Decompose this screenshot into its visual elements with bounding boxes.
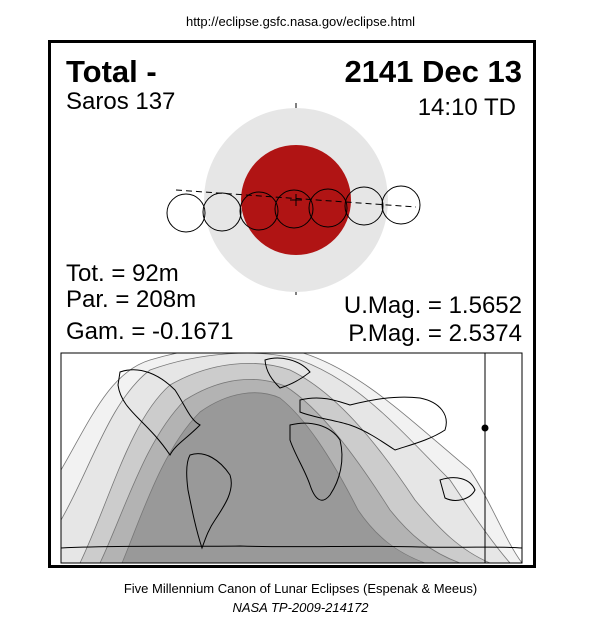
eclipse-time: 14:10 TD bbox=[417, 94, 516, 121]
moon-position-icon bbox=[239, 191, 279, 231]
map-border bbox=[60, 352, 523, 564]
moon-position-icon bbox=[308, 188, 348, 228]
moon-position-icon bbox=[202, 192, 242, 232]
africa-outline bbox=[289, 422, 343, 501]
australia-outline bbox=[439, 477, 476, 501]
canon-credit: Five Millennium Canon of Lunar Eclipses … bbox=[123, 581, 478, 596]
publication-credit: NASA TP-2009-214172 bbox=[232, 600, 369, 615]
south-america-outline bbox=[186, 453, 232, 550]
moon-position-icon bbox=[166, 193, 206, 233]
source-url: http://eclipse.gsfc.nasa.gov/eclipse.htm… bbox=[185, 14, 416, 29]
moon-position-icon bbox=[381, 185, 421, 225]
gamma-value: Gam. = -0.1671 bbox=[66, 318, 234, 345]
greatest-eclipse-point-icon bbox=[481, 424, 489, 432]
eurasia-outline bbox=[299, 396, 447, 451]
moon-position-icon bbox=[344, 186, 384, 226]
north-america-outline bbox=[117, 369, 201, 456]
total-duration: Tot. = 92m bbox=[66, 260, 179, 287]
saros-number: Saros 137 bbox=[66, 88, 176, 115]
partial-duration: Par. = 208m bbox=[66, 286, 197, 313]
moon-position-icon bbox=[274, 189, 314, 229]
antarctica-outline bbox=[61, 545, 522, 549]
eclipse-type: Total - bbox=[66, 54, 157, 89]
umbral-magnitude: U.Mag. = 1.5652 bbox=[343, 292, 522, 319]
night-totality-zone bbox=[121, 392, 426, 563]
eclipse-date: 2141 Dec 13 bbox=[344, 54, 522, 89]
penumbral-magnitude: P.Mag. = 2.5374 bbox=[348, 320, 522, 347]
greenland-outline bbox=[264, 357, 311, 389]
